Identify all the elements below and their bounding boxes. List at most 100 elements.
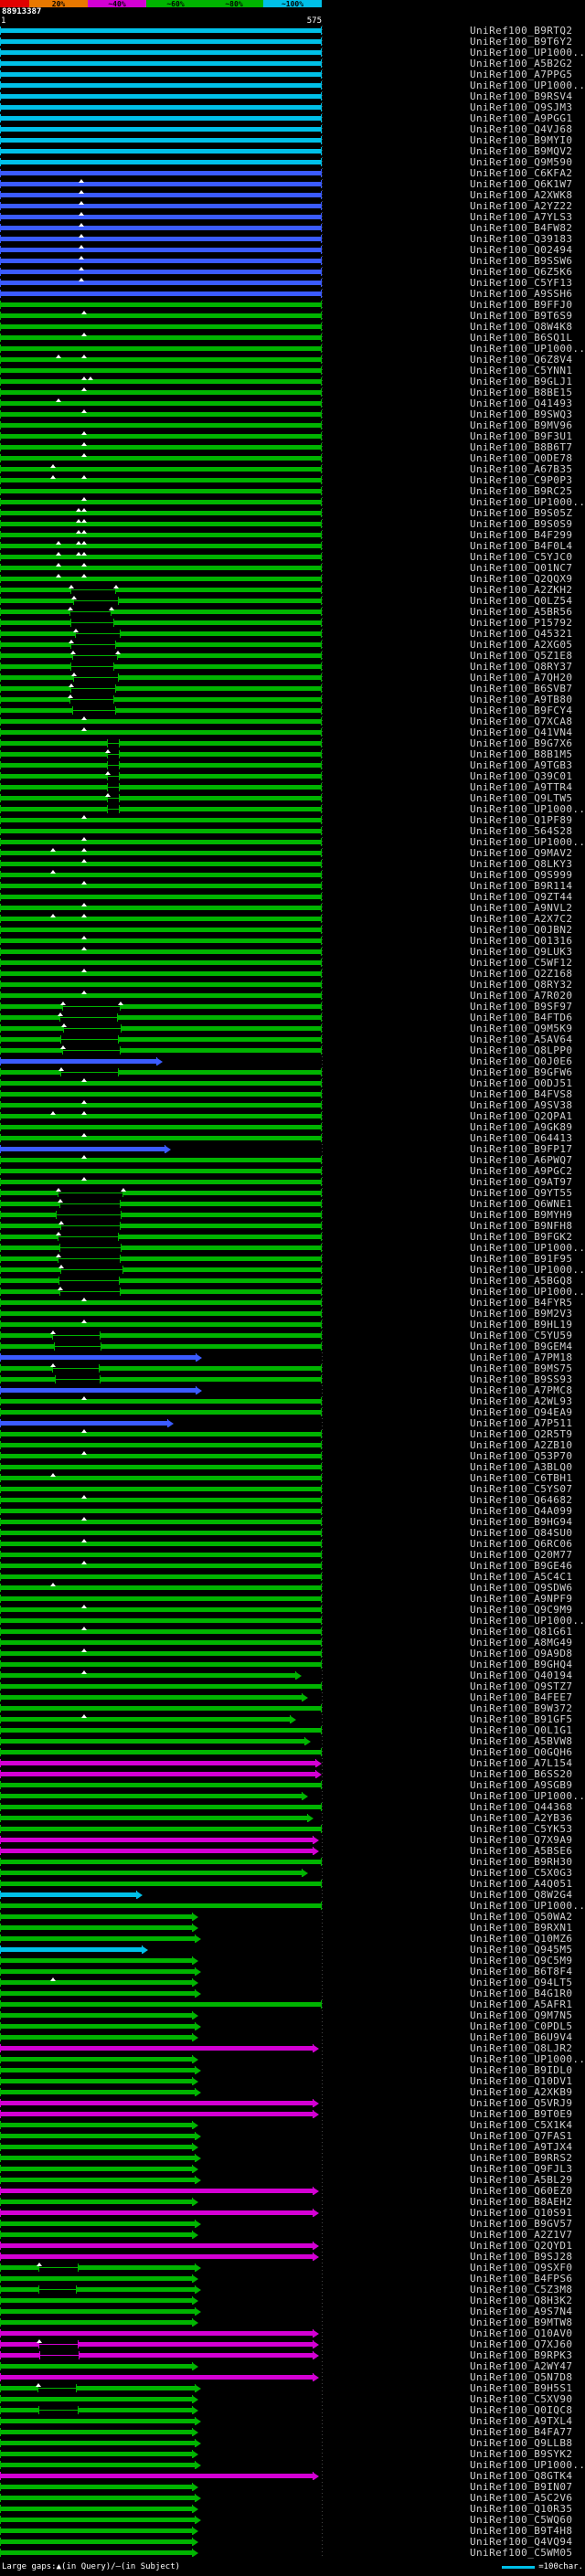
hit-label[interactable]: UniRef100_A7P511: [470, 1417, 573, 1429]
subject-gap-line[interactable]: [38, 2410, 79, 2411]
alignment-bar[interactable]: [99, 1366, 322, 1371]
hit-label[interactable]: UniRef100_C0PDL5: [470, 2020, 573, 2032]
alignment-bar[interactable]: [0, 2539, 194, 2544]
hit-label[interactable]: UniRef100_Q10MZ6: [470, 1933, 573, 1945]
alignment-bar[interactable]: [0, 1794, 303, 1798]
alignment-bar[interactable]: [0, 1421, 168, 1426]
alignment-bar[interactable]: [0, 2430, 194, 2434]
alignment-bar[interactable]: [0, 752, 108, 757]
hit-label[interactable]: UniRef100_Q8W4K8: [470, 321, 573, 333]
hit-label[interactable]: UniRef100_Q64682: [470, 1494, 573, 1506]
hit-label[interactable]: UniRef100_Q6K1W7: [470, 178, 573, 190]
hit-label[interactable]: UniRef100_Q1PF89: [470, 814, 573, 826]
alignment-bar[interactable]: [0, 566, 322, 570]
alignment-bar[interactable]: [122, 1213, 322, 1217]
alignment-bar[interactable]: [0, 281, 322, 285]
subject-gap-line[interactable]: [38, 2267, 79, 2268]
hit-label[interactable]: UniRef100_Q5Z1E8: [470, 650, 573, 662]
hit-label[interactable]: UniRef100_Q60EZ0: [470, 2185, 573, 2197]
hit-label[interactable]: UniRef100_Q84SU0: [470, 1527, 573, 1539]
hit-label[interactable]: UniRef100_B9SS93: [470, 1373, 573, 1385]
alignment-bar[interactable]: [0, 1224, 62, 1228]
alignment-bar[interactable]: [0, 555, 322, 559]
alignment-bar[interactable]: [0, 1454, 322, 1458]
alignment-bar[interactable]: [114, 620, 322, 625]
hit-label[interactable]: UniRef100_Q0J0E6: [470, 1055, 573, 1067]
hit-label[interactable]: UniRef100_C5WQ60: [470, 2514, 573, 2526]
alignment-bar[interactable]: [0, 1432, 322, 1436]
alignment-bar[interactable]: [0, 1969, 197, 1974]
alignment-bar[interactable]: [120, 1224, 322, 1228]
alignment-bar[interactable]: [0, 2046, 314, 2051]
alignment-bar[interactable]: [120, 1256, 322, 1261]
alignment-bar[interactable]: [0, 1114, 322, 1118]
alignment-bar[interactable]: [0, 2024, 197, 2029]
hit-label[interactable]: UniRef100_Q8LKY3: [470, 858, 573, 870]
subject-gap-line[interactable]: [73, 600, 119, 601]
hit-label[interactable]: UniRef100_UP1000...: [470, 1264, 585, 1276]
subject-gap-line[interactable]: [56, 1379, 101, 1380]
hit-label[interactable]: UniRef100_Q02494: [470, 244, 573, 256]
alignment-bar[interactable]: [0, 2507, 194, 2511]
alignment-bar[interactable]: [77, 2287, 197, 2292]
alignment-bar[interactable]: [0, 248, 322, 252]
hit-label[interactable]: UniRef100_B9RTQ2: [470, 25, 573, 37]
hit-label[interactable]: UniRef100_B9IDL0: [470, 2064, 573, 2076]
subject-gap-line[interactable]: [53, 1335, 101, 1336]
subject-gap-line[interactable]: [62, 1006, 121, 1007]
hit-label[interactable]: UniRef100_B4FVS8: [470, 1088, 573, 1100]
hit-label[interactable]: UniRef100_B9RXN1: [470, 1922, 573, 1934]
alignment-bar[interactable]: [0, 1827, 322, 1831]
hit-label[interactable]: UniRef100_C5YNN1: [470, 365, 573, 376]
alignment-bar[interactable]: [0, 631, 76, 636]
alignment-bar[interactable]: [0, 1640, 322, 1645]
subject-gap-line[interactable]: [38, 2289, 78, 2290]
hit-label[interactable]: UniRef100_UP1000...: [470, 80, 585, 91]
alignment-bar[interactable]: [0, 1059, 158, 1064]
alignment-bar[interactable]: [0, 1498, 322, 1502]
hit-label[interactable]: UniRef100_Q2Z168: [470, 968, 573, 980]
alignment-bar[interactable]: [0, 2013, 194, 2018]
alignment-bar[interactable]: [0, 1136, 322, 1140]
alignment-bar[interactable]: [0, 1235, 59, 1239]
alignment-bar[interactable]: [0, 1487, 322, 1491]
hit-label[interactable]: UniRef100_Q8RY37: [470, 661, 573, 673]
hit-label[interactable]: UniRef100_Q6Z5K6: [470, 266, 573, 278]
alignment-bar[interactable]: [0, 324, 322, 329]
alignment-bar[interactable]: [0, 1410, 322, 1415]
alignment-bar[interactable]: [0, 28, 322, 33]
alignment-bar[interactable]: [0, 1980, 194, 1985]
alignment-bar[interactable]: [0, 1618, 322, 1623]
alignment-bar[interactable]: [121, 1289, 322, 1294]
alignment-bar[interactable]: [0, 2243, 314, 2248]
hit-label[interactable]: UniRef100_B9MYI0: [470, 134, 573, 146]
alignment-bar[interactable]: [0, 708, 73, 713]
hit-label[interactable]: UniRef100_UP1000...: [470, 1242, 585, 1254]
alignment-bar[interactable]: [116, 708, 322, 713]
subject-gap-line[interactable]: [58, 1236, 119, 1237]
alignment-bar[interactable]: [0, 1081, 322, 1086]
hit-label[interactable]: UniRef100_B9HG94: [470, 1516, 573, 1528]
alignment-bar[interactable]: [0, 1246, 61, 1250]
alignment-bar[interactable]: [0, 533, 322, 537]
alignment-bar[interactable]: [0, 313, 322, 318]
subject-gap-line[interactable]: [107, 765, 120, 766]
hit-label[interactable]: UniRef100_A7PM18: [470, 1352, 573, 1363]
hit-label[interactable]: UniRef100_B91F95: [470, 1253, 573, 1265]
alignment-bar[interactable]: [0, 2364, 194, 2369]
hit-label[interactable]: UniRef100_B9MYH9: [470, 1209, 573, 1221]
hit-label[interactable]: UniRef100_B4FW82: [470, 222, 573, 234]
hit-label[interactable]: UniRef100_Q7FAS1: [470, 2130, 573, 2142]
alignment-bar[interactable]: [0, 2320, 194, 2325]
alignment-bar[interactable]: [0, 1476, 322, 1480]
hit-label[interactable]: UniRef100_UP1000...: [470, 1615, 585, 1627]
hit-label[interactable]: UniRef100_A7L154: [470, 1757, 573, 1769]
hit-label[interactable]: UniRef100_A5BR56: [470, 606, 573, 618]
hit-label[interactable]: UniRef100_Q9STZ7: [470, 1680, 573, 1692]
hit-label[interactable]: UniRef100_A9SSH6: [470, 288, 573, 300]
hit-label[interactable]: UniRef100_Q10DV1: [470, 2075, 573, 2087]
hit-label[interactable]: UniRef100_Q10R35: [470, 2503, 573, 2515]
hit-label[interactable]: UniRef100_UP1000...: [470, 2053, 585, 2065]
alignment-bar[interactable]: [120, 1048, 322, 1053]
alignment-bar[interactable]: [0, 1553, 322, 1557]
